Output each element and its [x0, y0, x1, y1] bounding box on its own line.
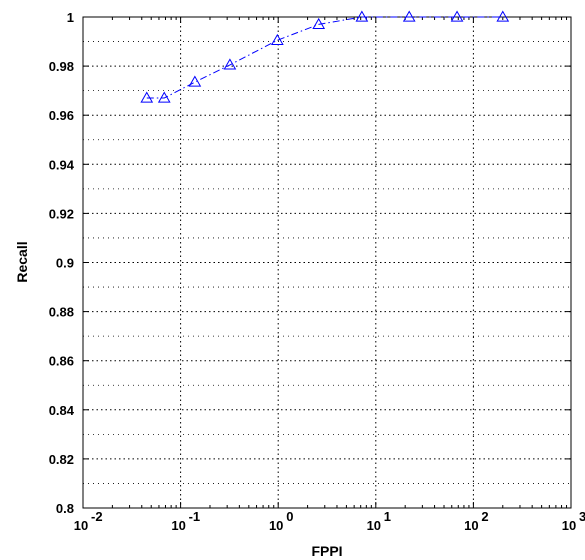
- x-tick-exponent: -2: [91, 509, 103, 524]
- data-point-triangle: [496, 10, 510, 22]
- data-point-triangle: [188, 75, 202, 87]
- data-point-triangle: [270, 33, 284, 45]
- y-tick-label: 0.92: [49, 206, 74, 221]
- y-tick-label: 0.96: [49, 108, 74, 123]
- y-tick-label: 0.86: [49, 354, 74, 369]
- x-tick-exponent: 0: [286, 509, 293, 524]
- y-tick-label: 0.84: [49, 403, 75, 418]
- x-tick-exponent: 2: [481, 509, 488, 524]
- x-tick-label: 10: [269, 518, 283, 533]
- data-point-triangle: [312, 17, 326, 29]
- y-tick-label: 0.82: [49, 452, 74, 467]
- grid: [83, 17, 571, 508]
- x-tick-exponent: -1: [189, 509, 201, 524]
- y-tick-label: 0.8: [56, 501, 74, 516]
- series-line: [146, 16, 503, 99]
- y-tick-label: 0.88: [49, 305, 74, 320]
- data-point-triangle: [157, 91, 171, 103]
- data-point-triangle: [223, 58, 237, 70]
- y-axis-title: Recall: [14, 241, 30, 282]
- x-tick-label: 10: [464, 518, 478, 533]
- x-tick-exponent: 3: [579, 509, 585, 524]
- y-tick-label: 0.9: [56, 256, 74, 271]
- x-tick-label: 10: [171, 518, 185, 533]
- x-tick-label: 10: [367, 518, 381, 533]
- y-tick-label: 1: [67, 10, 74, 25]
- y-tick-label: 0.94: [49, 157, 75, 172]
- tick-labels: 0.80.820.840.860.880.90.920.940.960.9811…: [49, 10, 585, 533]
- x-tick-exponent: 1: [384, 509, 391, 524]
- y-tick-label: 0.98: [49, 59, 74, 74]
- data-point-triangle: [140, 91, 154, 103]
- x-axis-title: FPPI: [311, 543, 342, 559]
- series: [140, 10, 510, 103]
- x-tick-label: 10: [562, 518, 576, 533]
- data-point-triangle: [402, 10, 416, 22]
- x-tick-label: 10: [74, 518, 88, 533]
- data-point-triangle: [450, 10, 464, 22]
- data-point-triangle: [355, 10, 369, 22]
